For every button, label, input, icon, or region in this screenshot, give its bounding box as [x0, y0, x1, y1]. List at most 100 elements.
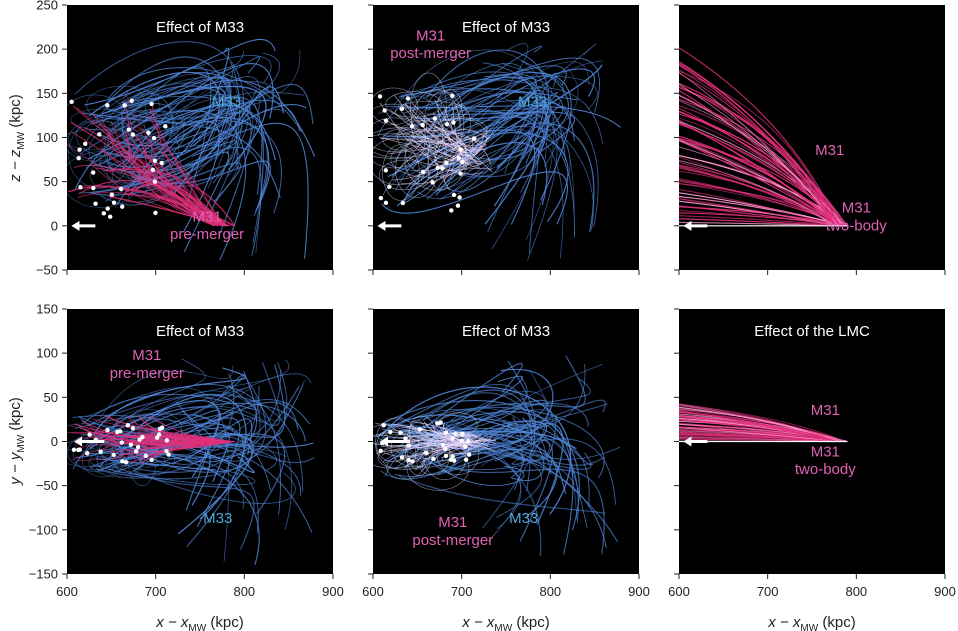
- annotation-two-body: two-body: [795, 461, 856, 478]
- orbit-loop: [373, 103, 427, 153]
- galaxy-point: [135, 444, 141, 450]
- m31-trajectory: [147, 414, 225, 443]
- m33-trajectory: [446, 103, 550, 192]
- galaxy-point: [387, 184, 392, 189]
- m31-trajectory: [145, 440, 232, 448]
- m31-trajectory: [441, 437, 489, 461]
- m31-trajectory: [439, 434, 475, 442]
- m33-trajectory: [88, 384, 281, 516]
- x-axis-title: x − xMW (kpc): [767, 614, 855, 631]
- m31-trajectory: [431, 440, 478, 456]
- m33-trajectory: [426, 111, 576, 154]
- m31-trajectory: [428, 162, 481, 179]
- galaxy-point: [118, 186, 124, 192]
- x-tick-label: 700: [451, 584, 473, 599]
- x-tick-label: 800: [539, 584, 561, 599]
- m33-trajectory: [441, 409, 552, 473]
- m33-trajectory: [104, 104, 307, 168]
- m33-trajectory: [405, 43, 596, 178]
- annotation-m31: M31: [842, 200, 871, 217]
- m33-trajectory: [85, 405, 292, 530]
- m31-trajectory: [679, 160, 836, 227]
- m31-trajectory: [679, 188, 836, 227]
- galaxy-point: [97, 132, 102, 137]
- galaxy-point: [409, 124, 415, 129]
- m31-trajectory: [679, 71, 839, 227]
- m31-trajectory: [679, 198, 839, 227]
- y-axis-title-bottom: y − yMW (kpc): [7, 397, 27, 485]
- trajectory-group: [373, 355, 621, 557]
- panel-title: Effect of M33: [462, 19, 550, 36]
- orbit-loop: [86, 85, 160, 124]
- panel-title: Effect of the LMC: [754, 323, 870, 340]
- m31-trajectory: [443, 143, 467, 183]
- m33-trajectory: [444, 112, 558, 261]
- m31-trajectory: [679, 72, 837, 227]
- m31-trajectory: [136, 148, 220, 227]
- galaxy-point: [133, 449, 139, 454]
- m33-trajectory: [440, 147, 540, 253]
- m31-trajectory: [96, 432, 223, 446]
- m33-trajectory: [128, 386, 251, 419]
- m33-trajectory: [107, 67, 303, 133]
- m33-trajectory: [398, 49, 555, 241]
- x-tick-label: 600: [362, 584, 384, 599]
- m31-trajectory: [125, 184, 224, 227]
- galaxy-point: [459, 438, 464, 443]
- trajectory-group: [679, 403, 848, 443]
- m31-trajectory: [82, 185, 222, 227]
- x-tick-label: 800: [233, 584, 255, 599]
- y-tick-label: 0: [51, 218, 58, 233]
- galaxy-point: [431, 456, 436, 461]
- galaxy-point: [449, 208, 454, 213]
- galaxy-point: [463, 444, 468, 449]
- m31-trajectory: [392, 128, 491, 181]
- m33-trajectory: [108, 373, 312, 473]
- m33-trajectory: [85, 120, 282, 214]
- galaxy-point: [453, 431, 458, 437]
- motion-arrow: [377, 220, 402, 231]
- m31-trajectory: [110, 168, 229, 227]
- m33-trajectory: [428, 418, 545, 481]
- panel-title: Effect of M33: [156, 19, 244, 36]
- m33-trajectory: [450, 97, 552, 160]
- m31-trajectory: [146, 157, 227, 227]
- motion-arrow: [74, 436, 105, 447]
- annotation-pre-merger: pre-merger: [110, 365, 184, 382]
- annotation-two-body: two-body: [826, 217, 887, 234]
- galaxy-point: [434, 421, 440, 426]
- m31-trajectory: [679, 119, 842, 227]
- panel-background: [373, 309, 639, 574]
- m31-trajectory: [121, 117, 221, 227]
- annotation-m31: M31: [815, 142, 844, 159]
- y-axis-title-top: z − zMW (kpc): [7, 94, 27, 182]
- y-tick-label: 250: [36, 0, 58, 13]
- annotation-post-merger: post-merger: [390, 45, 471, 62]
- m31-trajectory: [102, 124, 226, 227]
- m31-trajectory: [679, 64, 845, 227]
- galaxy-point: [98, 449, 103, 454]
- m33-trajectory: [437, 360, 536, 476]
- m33-trajectory: [108, 51, 245, 127]
- galaxy-point: [420, 122, 425, 128]
- galaxy-point: [444, 160, 449, 166]
- x-tick-label: 700: [757, 584, 779, 599]
- m31-trajectory: [380, 137, 470, 162]
- galaxy-point: [420, 169, 426, 175]
- m33-trajectory: [427, 459, 525, 486]
- galaxy-point: [432, 116, 438, 121]
- galaxy-point: [440, 165, 445, 171]
- m31-trajectory: [395, 130, 492, 164]
- m31-trajectory: [115, 439, 225, 448]
- galaxy-point: [156, 432, 162, 437]
- galaxy-point: [440, 442, 446, 448]
- annotation-m33: M33: [518, 94, 547, 111]
- galaxy-point: [457, 195, 462, 200]
- m33-trajectory: [381, 171, 568, 225]
- galaxy-point: [166, 452, 171, 457]
- m31-trajectory: [381, 444, 466, 455]
- galaxy-point: [388, 429, 393, 435]
- m33-trajectory: [393, 383, 532, 492]
